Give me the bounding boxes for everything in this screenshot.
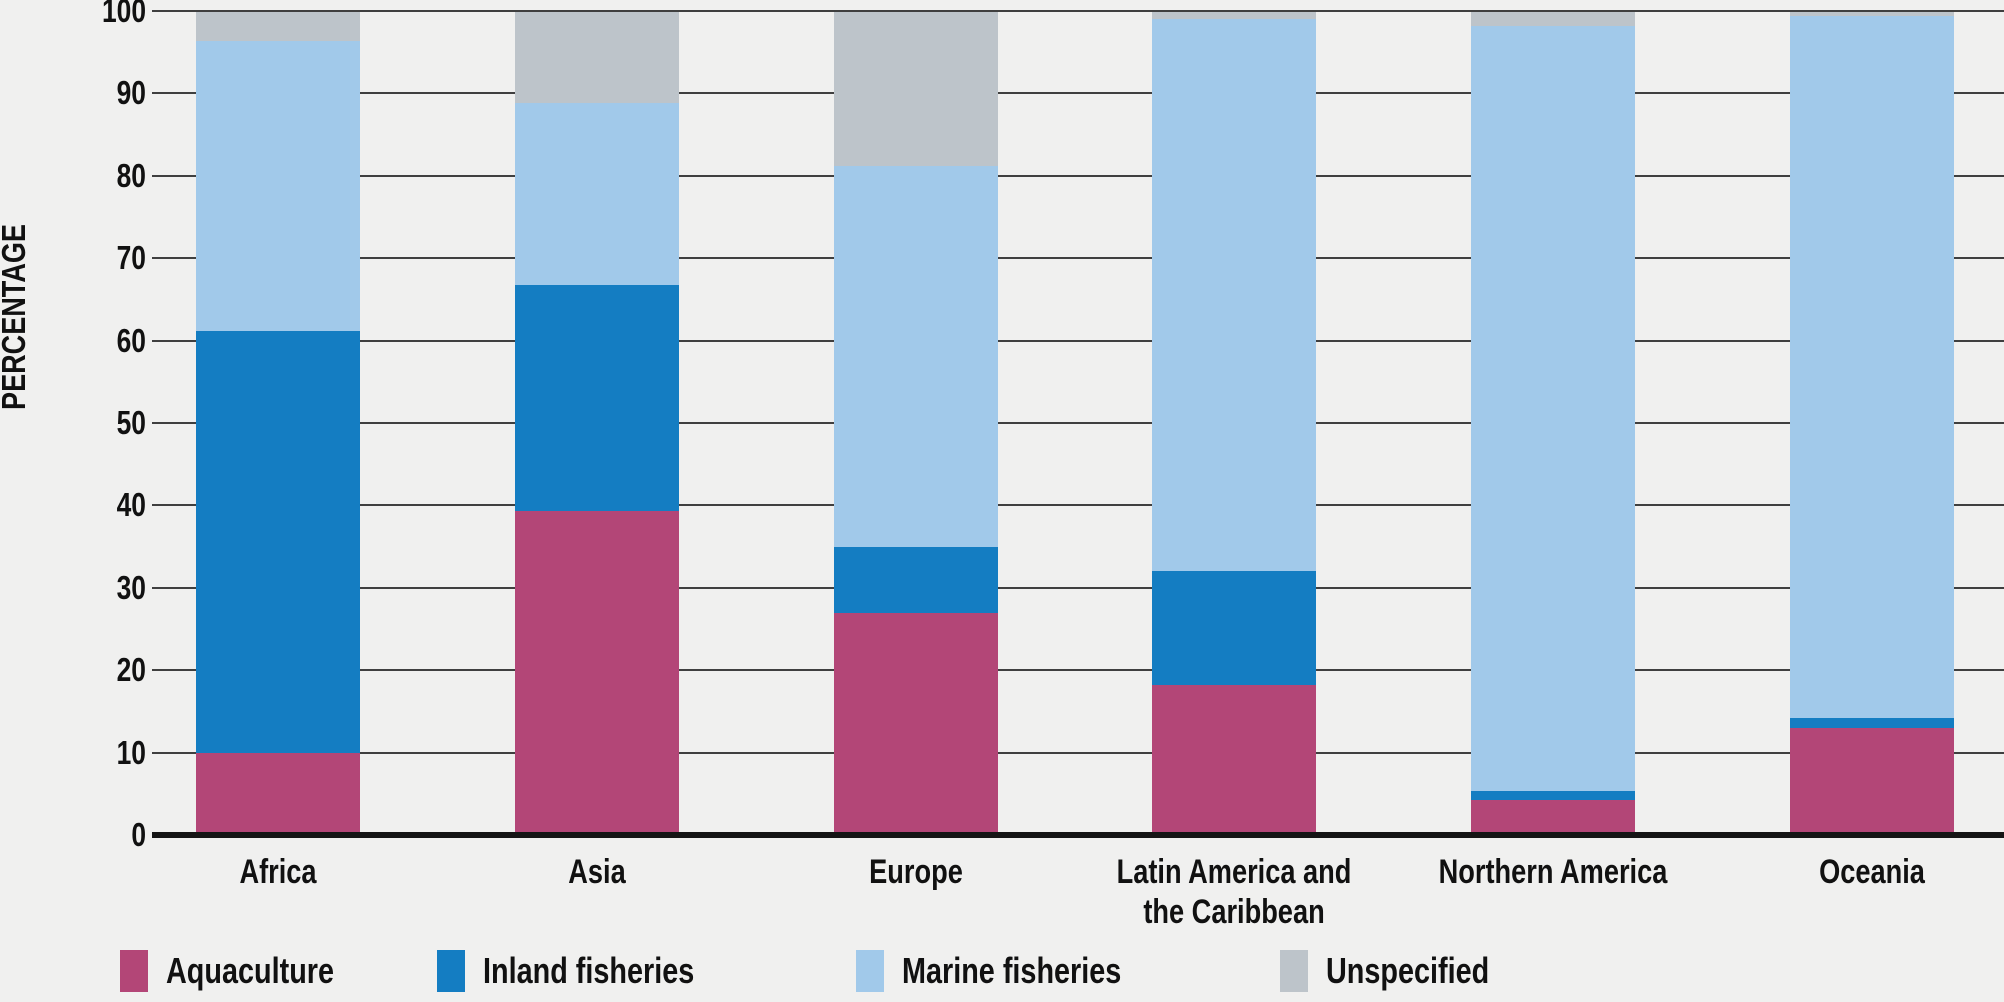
y-tick-label-0: 0: [131, 816, 146, 853]
segment-aquaculture: [833, 612, 998, 835]
y-tick-label-100: 100: [101, 0, 146, 29]
y-axis-title: PERCENTAGE: [0, 224, 32, 410]
segment-inland-fisheries: [833, 546, 998, 613]
gridline-80: [152, 174, 2004, 177]
segment-aquaculture: [1152, 685, 1317, 835]
y-tick-label-40: 40: [116, 486, 146, 524]
gridline-100: [152, 10, 2004, 12]
legend-label-inland-fisheries: Inland fisheries: [483, 950, 695, 991]
segment-marine-fisheries: [1471, 25, 1636, 791]
bar-latin-america-and: [1152, 0, 1317, 835]
legend-swatch-unspecified: [1280, 950, 1308, 992]
legend-swatch-aquaculture: [120, 950, 148, 992]
gridline-20: [152, 669, 2004, 672]
segment-aquaculture: [1471, 800, 1636, 835]
legend-label-aquaculture: Aquaculture: [166, 950, 335, 991]
x-axis-label-oceania: Oceania: [1819, 853, 1925, 891]
segment-unspecified: [1790, 11, 1954, 16]
gridline-30: [152, 586, 2004, 589]
legend-item-unspecified: Unspecified: [1280, 946, 1530, 996]
y-tick-label-70: 70: [116, 239, 146, 277]
y-tick-label-10: 10: [116, 733, 146, 771]
y-tick-label-60: 60: [116, 321, 146, 359]
segment-aquaculture: [196, 752, 360, 835]
gridline-40: [152, 504, 2004, 507]
gridline-10: [152, 751, 2004, 754]
bar-asia: [514, 0, 679, 835]
gridline-60: [152, 339, 2004, 342]
segment-marine-fisheries: [196, 40, 360, 331]
bar-europe: [833, 0, 998, 835]
x-axis-label-asia: Asia: [568, 853, 626, 891]
legend-item-aquaculture: Aquaculture: [120, 946, 376, 996]
legend-label-marine-fisheries: Marine fisheries: [902, 950, 1122, 991]
x-axis-label-africa: Africa: [239, 853, 317, 891]
x-axis-label-northern-america: Northern America: [1438, 853, 1668, 891]
x-axis-label-latin-america-and: Latin America and the Caribbean: [1116, 853, 1352, 931]
x-axis-line: [152, 832, 2004, 838]
segment-unspecified: [1152, 11, 1317, 20]
segment-inland-fisheries: [196, 330, 360, 753]
segment-unspecified: [196, 11, 360, 41]
segment-inland-fisheries: [1790, 717, 1954, 728]
bar-northern-america: [1471, 0, 1636, 835]
bar-africa: [196, 0, 360, 835]
segment-aquaculture: [1790, 727, 1954, 835]
segment-inland-fisheries: [1471, 790, 1636, 801]
bar-oceania: [1790, 0, 1954, 835]
segment-aquaculture: [514, 511, 679, 835]
legend-item-inland-fisheries: Inland fisheries: [437, 946, 747, 996]
segment-unspecified: [1471, 11, 1636, 26]
legend-label-unspecified: Unspecified: [1326, 950, 1490, 991]
segment-inland-fisheries: [1152, 571, 1317, 686]
gridline-90: [152, 92, 2004, 95]
legend-swatch-inland-fisheries: [437, 950, 465, 992]
y-tick-label-80: 80: [116, 156, 146, 194]
y-tick-label-20: 20: [116, 651, 146, 689]
y-tick-label-50: 50: [116, 404, 146, 441]
x-axis-label-europe: Europe: [868, 853, 963, 891]
segment-marine-fisheries: [514, 103, 679, 285]
gridline-70: [152, 257, 2004, 260]
segment-inland-fisheries: [514, 284, 679, 512]
y-tick-label-30: 30: [116, 568, 146, 606]
y-tick-label-90: 90: [116, 74, 146, 112]
segment-marine-fisheries: [1790, 15, 1954, 718]
segment-unspecified: [514, 11, 679, 104]
segment-marine-fisheries: [1152, 19, 1317, 572]
legend-item-marine-fisheries: Marine fisheries: [856, 946, 1176, 996]
legend-swatch-marine-fisheries: [856, 950, 884, 992]
gridline-50: [152, 422, 2004, 424]
segment-unspecified: [833, 11, 998, 166]
segment-marine-fisheries: [833, 165, 998, 547]
